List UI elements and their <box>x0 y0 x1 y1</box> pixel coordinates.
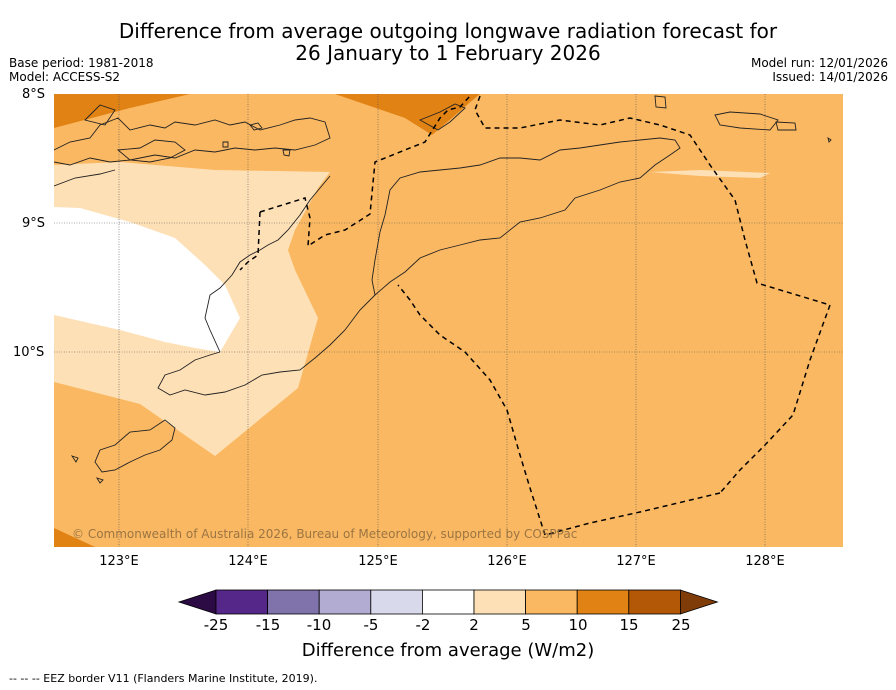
colorbar-segment <box>628 589 681 615</box>
eez-footnote: -- -- -- EEZ border V11 (Flanders Marine… <box>9 672 318 685</box>
colorbar-segment <box>318 589 372 615</box>
colorbar-label: -25 <box>203 616 229 634</box>
chart-title: Difference from average outgoing longwav… <box>0 20 896 64</box>
colorbar-extend-low <box>177 589 217 615</box>
base-period: Base period: 1981-2018 <box>9 56 154 70</box>
colorbar-label: -5 <box>363 616 379 634</box>
gridlines <box>54 94 843 547</box>
title-line-2: 26 January to 1 February 2026 <box>295 41 601 65</box>
colorbar-segment <box>576 589 630 615</box>
colorbar-segment <box>421 589 475 615</box>
colorbar-label: 2 <box>469 616 479 634</box>
colorbar-label: -10 <box>306 616 332 634</box>
contour-10-15-nw <box>54 94 190 128</box>
lon-label-123e: 123°E <box>99 554 139 569</box>
colorbar-segment <box>267 589 320 615</box>
lat-label-9s: 9°S <box>22 216 46 231</box>
colorbar-segment <box>215 589 268 615</box>
lat-label-10s: 10°S <box>13 345 45 360</box>
copyright-watermark: © Commonwealth of Australia 2026, Bureau… <box>72 527 578 541</box>
issued-date: Issued: 14/01/2026 <box>772 70 888 84</box>
meta-right: Model run: 12/01/2026 Issued: 14/01/2026 <box>751 56 888 84</box>
colorbar-segment <box>525 589 578 615</box>
lon-label-124e: 124°E <box>228 554 268 569</box>
lon-label-126e: 126°E <box>487 554 527 569</box>
lon-label-125e: 125°E <box>358 554 398 569</box>
lon-label-128e: 128°E <box>745 554 785 569</box>
colorbar-label: 5 <box>521 616 531 634</box>
colorbar-label: 25 <box>671 616 691 634</box>
title-line-1: Difference from average outgoing longwav… <box>118 19 778 43</box>
lon-label-127e: 127°E <box>616 554 656 569</box>
lat-label-8s: 8°S <box>22 87 46 102</box>
meta-left: Base period: 1981-2018 Model: ACCESS-S2 <box>9 56 154 84</box>
coastlines <box>54 95 832 484</box>
colorbar-title: Difference from average (W/m2) <box>301 640 595 661</box>
contour-10-15-n <box>335 94 480 135</box>
contour-10-15-sw <box>54 528 95 547</box>
colorbar-label: -15 <box>255 616 281 634</box>
colorbar <box>177 589 719 615</box>
colorbar-label: -2 <box>415 616 431 634</box>
contour-neutral <box>54 207 240 352</box>
map-area <box>54 94 843 547</box>
model-run: Model run: 12/01/2026 <box>750 56 888 70</box>
colorbar-label: 10 <box>568 616 588 634</box>
contour-2-5-east <box>650 170 770 178</box>
colorbar-label: 15 <box>619 616 639 634</box>
model-name: Model: ACCESS-S2 <box>9 70 121 84</box>
colorbar-extend-high <box>680 589 719 615</box>
eez-border <box>239 95 831 536</box>
colorbar-segment <box>370 589 423 615</box>
colorbar-segment <box>473 589 526 615</box>
